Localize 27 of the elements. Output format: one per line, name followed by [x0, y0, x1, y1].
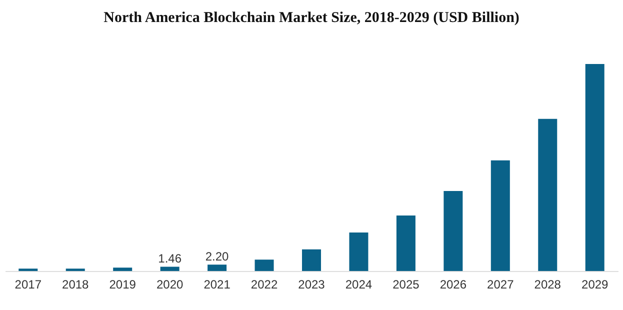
x-tick-label: 2019	[109, 278, 136, 292]
x-tick-label: 2022	[250, 278, 278, 292]
bar	[302, 249, 321, 271]
x-tick-label: 2025	[392, 278, 420, 292]
x-tick-label: 2017	[14, 278, 42, 292]
x-tick-label: 2024	[345, 278, 372, 292]
bar	[208, 264, 227, 271]
bar	[254, 260, 274, 271]
chart-title: North America Blockchain Market Size, 2018-2029 (USD Billion)	[104, 10, 520, 26]
x-tick-label: 2018	[62, 278, 90, 292]
data-label: 1.46	[158, 252, 182, 266]
bar	[490, 160, 510, 271]
data-label: 2.20	[205, 250, 230, 264]
x-tick-label: 2023	[298, 278, 326, 292]
bar	[538, 118, 558, 271]
x-tick-label: 2021	[204, 278, 231, 292]
x-tick-label: 2028	[534, 278, 562, 292]
x-tick-label: 2026	[440, 278, 467, 292]
bar	[396, 216, 416, 271]
x-tick-label: 2029	[582, 278, 609, 292]
bar	[585, 64, 604, 271]
bar	[113, 268, 132, 271]
x-tick-label: 2020	[156, 278, 184, 292]
bar	[444, 191, 463, 271]
bar	[160, 266, 180, 271]
x-tick-label: 2027	[487, 278, 514, 292]
bar	[349, 232, 368, 271]
